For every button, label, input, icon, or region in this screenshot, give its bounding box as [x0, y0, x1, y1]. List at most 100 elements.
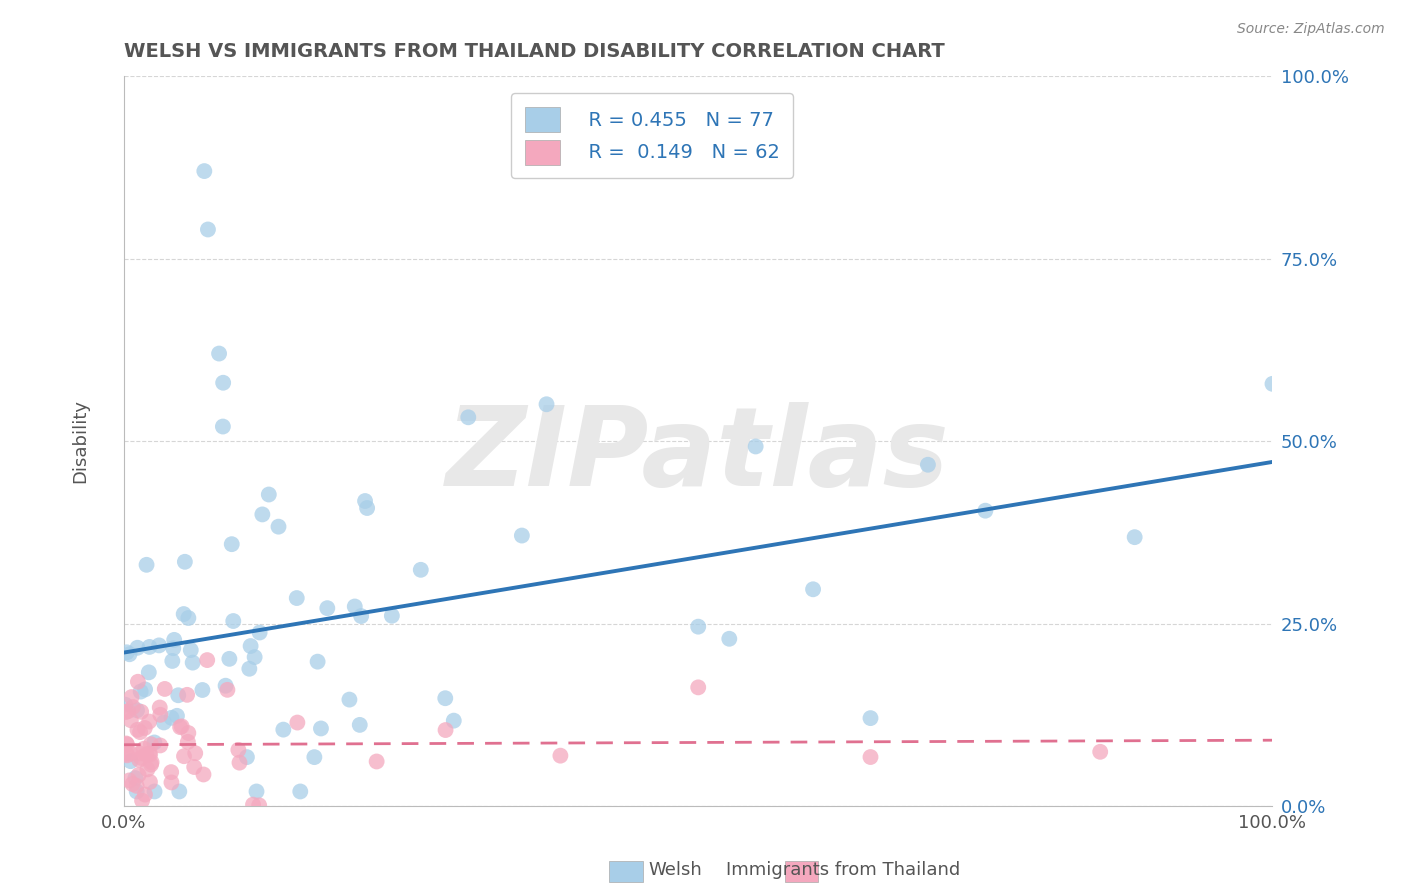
Point: [177, 726, 200, 740]
Point: [304, 750, 326, 764]
Point: [212, 419, 235, 434]
Point: [125, 703, 148, 717]
Point: [143, 735, 166, 749]
Point: [221, 537, 243, 551]
Point: [115, 738, 138, 752]
Point: [138, 640, 160, 654]
Point: [114, 705, 136, 719]
Point: [163, 632, 186, 647]
Point: [718, 632, 741, 646]
Point: [343, 599, 366, 614]
Point: [160, 775, 183, 789]
Point: [409, 563, 432, 577]
Point: [124, 771, 146, 785]
Point: [153, 715, 176, 730]
Point: [115, 737, 138, 751]
Point: [134, 788, 156, 802]
Point: [169, 784, 191, 798]
Point: [160, 765, 183, 780]
Point: [125, 784, 148, 798]
Point: [550, 748, 572, 763]
Point: [180, 643, 202, 657]
Point: [257, 487, 280, 501]
Point: [974, 504, 997, 518]
Point: [127, 640, 149, 655]
Point: [688, 620, 710, 634]
Point: [115, 645, 138, 659]
Point: [173, 607, 195, 621]
Point: [290, 784, 312, 798]
Point: [214, 679, 236, 693]
Point: [1123, 530, 1146, 544]
Point: [217, 682, 239, 697]
Point: [148, 639, 170, 653]
Point: [859, 750, 882, 764]
FancyBboxPatch shape: [785, 861, 818, 882]
Point: [128, 747, 150, 761]
Point: [859, 711, 882, 725]
Point: [339, 692, 361, 706]
Point: [173, 749, 195, 764]
Point: [121, 700, 143, 714]
Point: [128, 753, 150, 767]
Point: [434, 723, 457, 737]
Point: [1090, 745, 1112, 759]
Point: [349, 718, 371, 732]
Point: [236, 750, 259, 764]
Point: [162, 654, 184, 668]
Point: [129, 705, 152, 719]
Legend:   R = 0.455   N = 77,   R =  0.149   N = 62: R = 0.455 N = 77, R = 0.149 N = 62: [512, 94, 793, 178]
Point: [307, 655, 329, 669]
Point: [177, 735, 200, 749]
Point: [688, 681, 710, 695]
Point: [153, 681, 176, 696]
Text: ZIPatlas: ZIPatlas: [446, 402, 950, 509]
Point: [129, 725, 152, 739]
Point: [177, 611, 200, 625]
Point: [120, 713, 142, 727]
Y-axis label: Disability: Disability: [72, 399, 89, 483]
Point: [139, 757, 162, 772]
Point: [114, 698, 136, 712]
Point: [121, 690, 143, 704]
Point: [162, 641, 184, 656]
Point: [149, 739, 172, 753]
Point: [129, 684, 152, 698]
Point: [801, 582, 824, 597]
Point: [136, 763, 159, 777]
Point: [176, 688, 198, 702]
FancyBboxPatch shape: [609, 861, 643, 882]
Point: [239, 639, 262, 653]
Point: [193, 767, 215, 781]
Point: [195, 653, 218, 667]
Point: [218, 652, 240, 666]
Point: [354, 494, 377, 508]
Point: [309, 722, 332, 736]
Point: [132, 741, 155, 756]
Point: [457, 410, 479, 425]
Text: Source: ZipAtlas.com: Source: ZipAtlas.com: [1237, 22, 1385, 37]
Point: [115, 748, 138, 763]
Point: [247, 798, 270, 813]
Point: [139, 737, 162, 751]
Point: [181, 656, 204, 670]
Point: [238, 662, 260, 676]
Point: [143, 784, 166, 798]
Point: [134, 682, 156, 697]
Point: [356, 501, 378, 516]
Text: WELSH VS IMMIGRANTS FROM THAILAND DISABILITY CORRELATION CHART: WELSH VS IMMIGRANTS FROM THAILAND DISABI…: [124, 42, 945, 61]
Point: [536, 397, 558, 411]
Point: [316, 601, 339, 615]
Point: [121, 777, 143, 791]
Point: [267, 519, 290, 533]
Point: [125, 779, 148, 793]
Point: [443, 714, 465, 728]
Point: [166, 708, 188, 723]
Point: [173, 555, 195, 569]
Point: [138, 665, 160, 680]
Point: [118, 647, 141, 661]
Point: [184, 746, 207, 760]
Point: [191, 683, 214, 698]
Point: [120, 747, 142, 761]
Point: [138, 747, 160, 761]
